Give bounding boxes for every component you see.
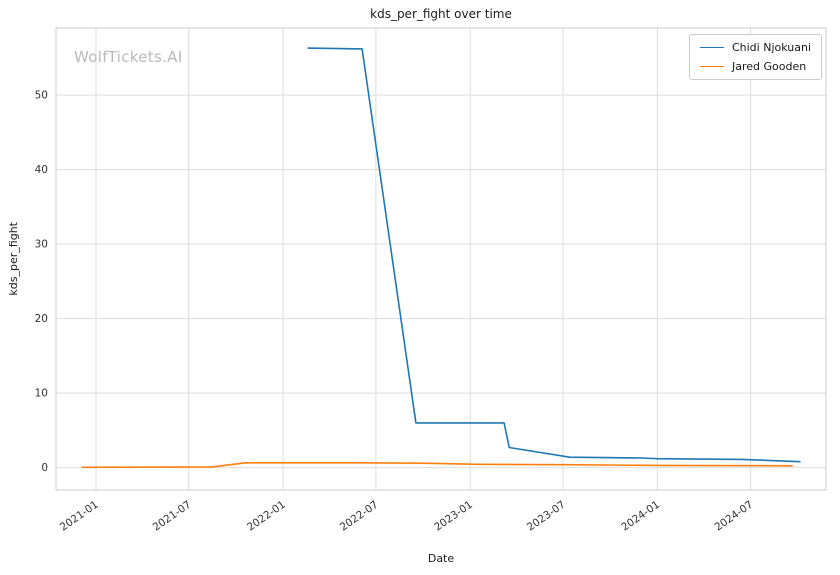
series-line-chidi-njokuani	[307, 47, 801, 463]
legend-label: Chidi Njokuani	[731, 41, 811, 54]
series-line-jared-gooden	[81, 461, 794, 469]
legend: Chidi Njokuani Jared Gooden	[688, 34, 822, 80]
legend-line-swatch-jared-gooden	[699, 66, 724, 67]
y-tick-label: 10	[35, 388, 48, 400]
x-tick-label: 2022-01	[245, 499, 288, 534]
legend-item: Chidi Njokuani	[699, 41, 811, 54]
legend-line-swatch-chidi-njokuani	[699, 47, 724, 48]
x-tick-label: 2023-07	[525, 499, 568, 534]
x-tick-label: 2024-07	[713, 499, 756, 534]
x-tick-label: 2023-01	[432, 499, 475, 534]
x-tick-label: 2021-07	[151, 499, 194, 534]
y-tick-label: 30	[35, 239, 48, 251]
x-tick-label: 2022-07	[338, 499, 381, 534]
x-tick-label: 2021-01	[58, 499, 101, 534]
y-axis-label-wrap: kds_per_fight	[2, 28, 24, 490]
legend-label: Jared Gooden	[731, 60, 807, 73]
plot-background	[56, 28, 826, 490]
y-axis-label: kds_per_fight	[6, 222, 20, 296]
y-tick-label: 50	[35, 90, 48, 102]
plot-border	[55, 27, 827, 491]
x-tick-label: 2024-01	[619, 499, 662, 534]
x-axis-label: Date	[427, 552, 455, 565]
y-tick-label: 40	[35, 164, 48, 176]
legend-item: Jared Gooden	[699, 60, 811, 73]
watermark: WolfTickets.AI	[74, 48, 183, 66]
y-tick-label: 0	[41, 462, 48, 474]
y-tick-label: 20	[35, 313, 48, 325]
chart-title: kds_per_fight over time	[370, 7, 512, 21]
